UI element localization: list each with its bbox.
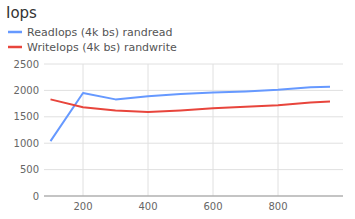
grid-line — [44, 169, 343, 170]
chart: Iops 0 500 1000 1500 2000 2500 200 400 600 800 Read… — [0, 0, 355, 219]
plot-area — [51, 87, 331, 141]
y-tick-label: 1000 — [14, 138, 39, 149]
y-tick-label: 1500 — [14, 111, 39, 122]
y-tick-label: 0 — [33, 191, 39, 202]
title: Iops — [6, 4, 37, 22]
grid-line — [44, 90, 343, 91]
y-tick-label: 500 — [20, 164, 39, 175]
legend-label: ReadIops (4k bs) randread — [27, 26, 172, 39]
grid-line — [44, 64, 343, 65]
series-line — [51, 99, 331, 112]
x-tick-label: 400 — [138, 201, 157, 212]
legend: ReadIops (4k bs) randread WriteIops (4k b… — [8, 26, 177, 54]
grid-line — [44, 116, 343, 117]
y-tick-label: 2000 — [14, 85, 39, 96]
grid-line — [278, 64, 279, 196]
grid-line — [148, 64, 149, 196]
legend-swatch — [8, 31, 22, 34]
x-axis-line — [44, 196, 343, 197]
legend-swatch — [8, 46, 22, 49]
grid-line — [83, 64, 84, 196]
series-line — [51, 87, 331, 141]
x-tick-label: 800 — [268, 201, 287, 212]
x-tick-label: 200 — [73, 201, 92, 212]
legend-label: WriteIops (4k bs) randwrite — [27, 41, 177, 54]
chart-container: Iops 0 500 1000 1500 2000 2500 200 400 600 800 Read… — [0, 0, 355, 219]
grid-line — [213, 64, 214, 196]
grid-line — [44, 143, 343, 144]
x-tick-label: 600 — [203, 201, 222, 212]
grid-line — [44, 196, 343, 197]
y-tick-label: 2500 — [14, 59, 39, 70]
